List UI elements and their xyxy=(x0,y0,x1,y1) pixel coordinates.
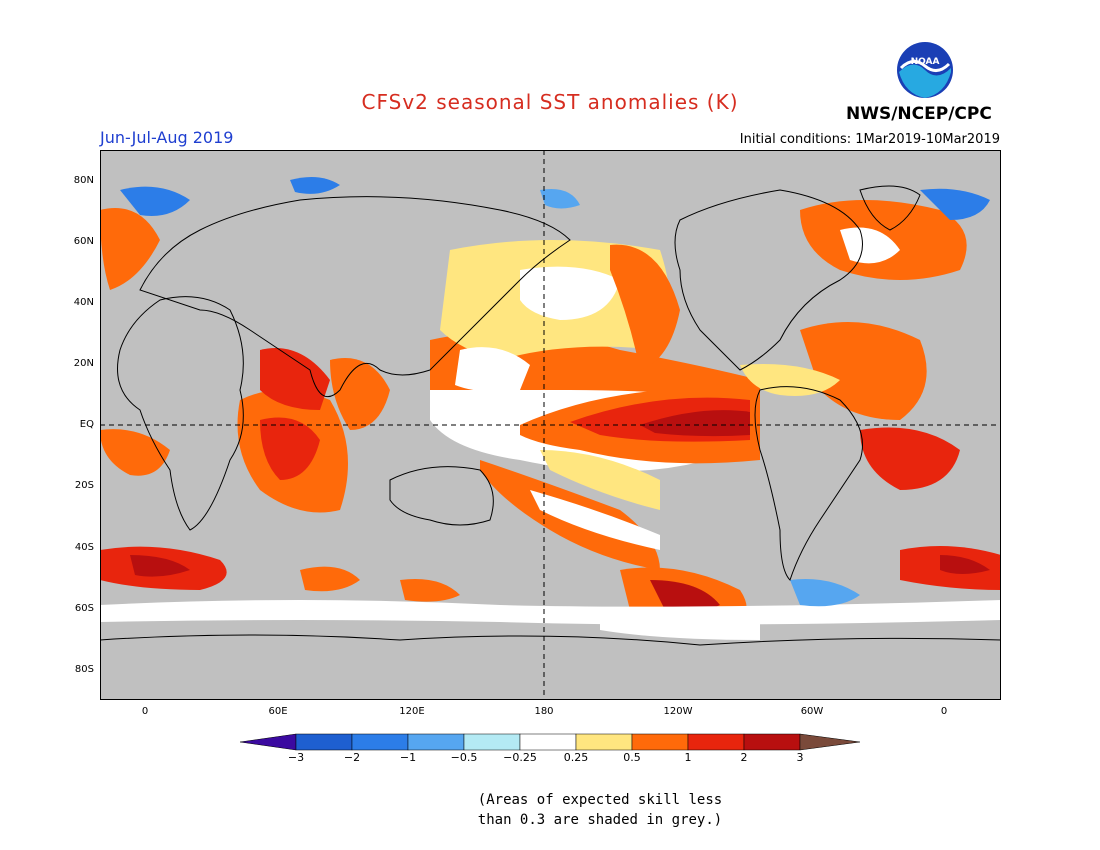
colorbar-tick: −3 xyxy=(287,751,305,764)
colorbar xyxy=(240,733,861,751)
colorbar-segment xyxy=(295,733,353,751)
svg-text:NOAA: NOAA xyxy=(911,57,940,67)
lat-label: 60S xyxy=(74,603,94,614)
lon-label: 0 xyxy=(940,706,948,717)
colorbar-segment xyxy=(407,733,465,751)
colorbar-segment xyxy=(799,733,861,751)
lon-label: 60E xyxy=(268,706,288,717)
colorbar-segment xyxy=(687,733,745,751)
colorbar-segment xyxy=(575,733,633,751)
initial-conditions: Initial conditions: 1Mar2019-10Mar2019 xyxy=(739,132,1000,147)
colorbar-tick: −2 xyxy=(343,751,361,764)
agency-label: NWS/NCEP/CPC xyxy=(846,104,992,124)
colorbar-segment xyxy=(463,733,521,751)
lat-label: 20S xyxy=(74,480,94,491)
anomaly-shading xyxy=(100,176,1001,640)
sst-anomaly-map xyxy=(100,150,1001,700)
lon-label: 60W xyxy=(800,706,824,717)
lat-label: 80S xyxy=(74,664,94,675)
lat-label: 20N xyxy=(73,358,94,369)
colorbar-segment xyxy=(743,733,801,751)
colorbar-tick: 2 xyxy=(740,751,748,764)
colorbar-tick: 3 xyxy=(796,751,804,764)
lat-label: 60N xyxy=(73,236,94,247)
noaa-logo: NOAA xyxy=(897,42,953,98)
colorbar-segment xyxy=(631,733,689,751)
colorbar-tick: 0.25 xyxy=(563,751,589,764)
lon-label: 180 xyxy=(534,706,554,717)
colorbar-segment xyxy=(519,733,577,751)
lat-label: 40N xyxy=(73,297,94,308)
map-title: CFSv2 seasonal SST anomalies (K) xyxy=(361,90,739,114)
season-label: Jun-Jul-Aug 2019 xyxy=(100,128,234,147)
lat-label: EQ xyxy=(79,419,94,430)
lat-label: 80N xyxy=(73,175,94,186)
skill-note-line1: (Areas of expected skill less xyxy=(477,792,723,808)
skill-note-line2: than 0.3 are shaded in grey.) xyxy=(477,812,723,828)
colorbar-tick: −1 xyxy=(399,751,417,764)
colorbar-segment xyxy=(351,733,409,751)
lat-label: 40S xyxy=(74,542,94,553)
colorbar-tick: −0.5 xyxy=(450,751,478,764)
colorbar-tick: 1 xyxy=(684,751,692,764)
continent-outlines xyxy=(100,185,1001,646)
lon-label: 0 xyxy=(141,706,149,717)
lon-label: 120E xyxy=(399,706,425,717)
lon-label: 120W xyxy=(663,706,693,717)
colorbar-tick: −0.25 xyxy=(503,751,537,764)
colorbar-tick: 0.5 xyxy=(623,751,641,764)
colorbar-segment xyxy=(240,733,297,751)
